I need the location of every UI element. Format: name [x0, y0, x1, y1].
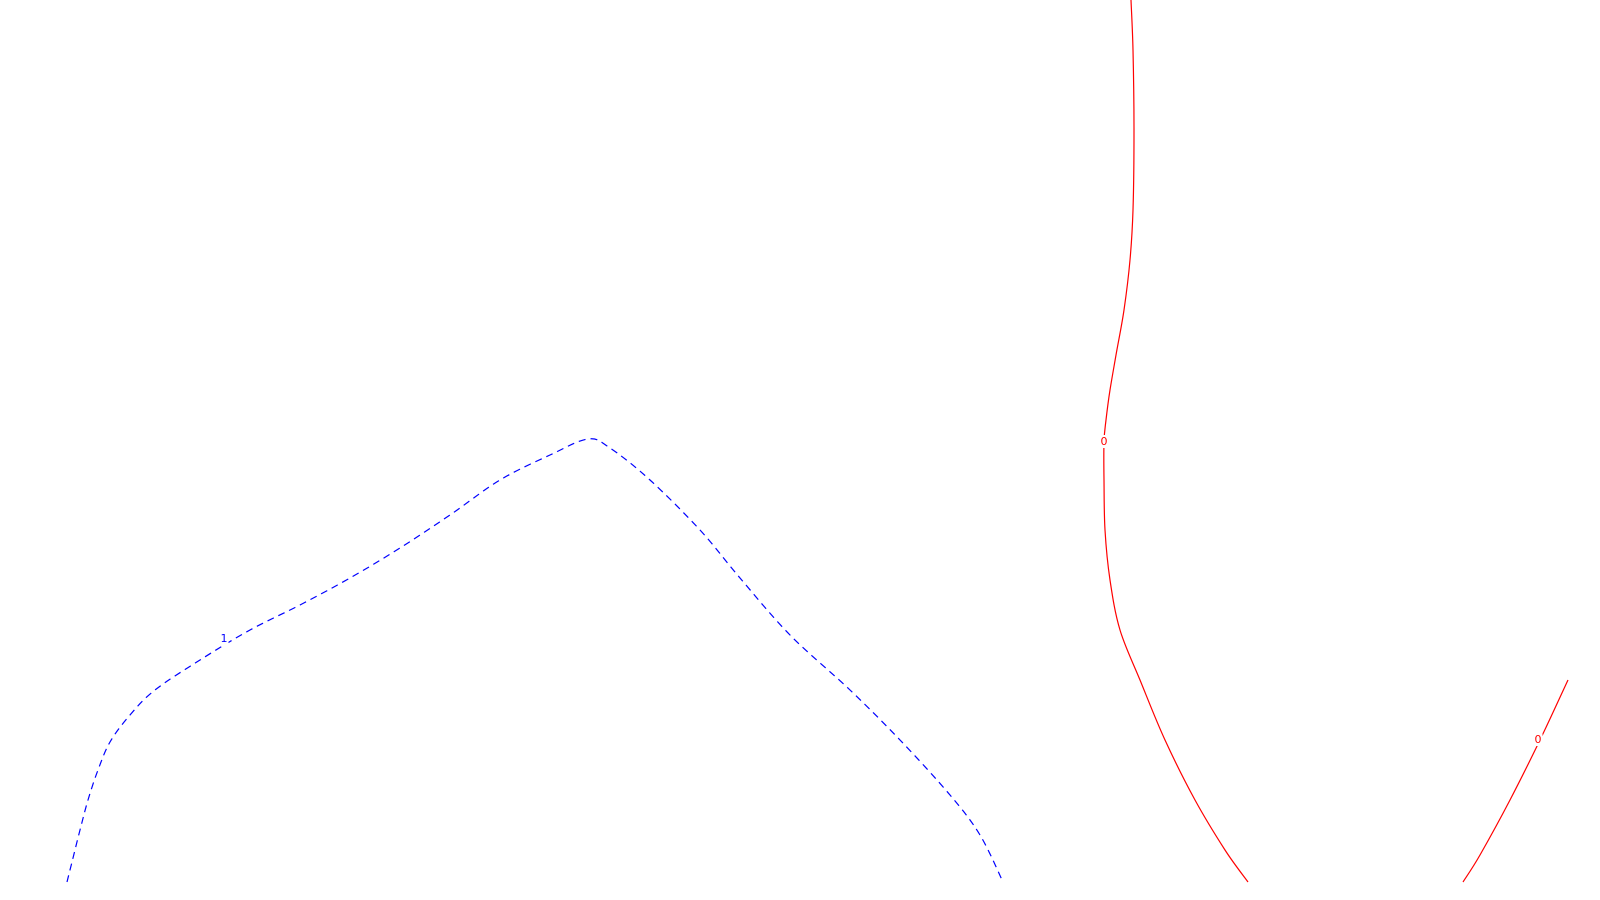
contour-line-level-1 — [66, 438, 1004, 883]
contour-line-level-0-right — [1462, 679, 1569, 883]
contour-label-level-0-left: 0 — [1101, 435, 1108, 448]
contour-label-halo — [219, 632, 229, 645]
contour-label-halo — [1533, 733, 1543, 746]
contour-label-level-0-right: 0 — [1535, 733, 1542, 746]
contour-label-halo — [1099, 435, 1109, 448]
contour-label-level-1: 1 — [221, 632, 228, 645]
